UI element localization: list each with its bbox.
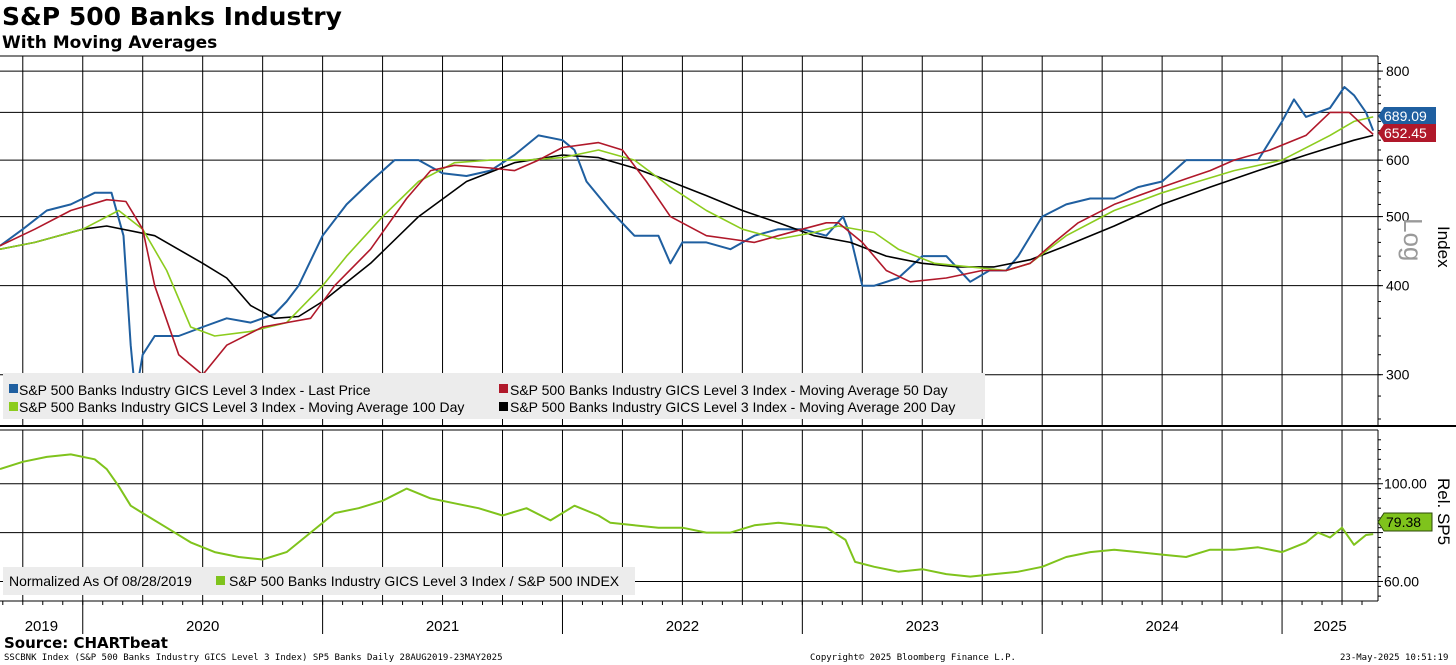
main-panel-grid bbox=[0, 56, 1378, 425]
legend-ma50: S&P 500 Banks Industry GICS Level 3 Inde… bbox=[510, 382, 948, 398]
chart-title: S&P 500 Banks Industry bbox=[2, 2, 342, 31]
legend-swatch-ma100 bbox=[9, 402, 18, 411]
legend-swatch-ma200 bbox=[499, 402, 508, 411]
x-year-label: 2025 bbox=[1313, 618, 1346, 635]
main-legend-box bbox=[3, 373, 985, 419]
x-year-label: 2023 bbox=[906, 618, 939, 635]
ratio-value-label: 79.38 bbox=[1377, 512, 1433, 532]
x-year-label: 2022 bbox=[666, 618, 699, 635]
legend-swatch-ratio bbox=[216, 576, 225, 585]
main-y-ticks: 300 400 500 600 800 bbox=[1378, 62, 1410, 420]
lower-panel-series bbox=[0, 453, 1374, 578]
y-tick-label: 100.00 bbox=[1384, 476, 1427, 492]
series-moving-average-200-day bbox=[0, 134, 1374, 320]
y-tick-label: 600 bbox=[1386, 152, 1410, 168]
y-tick-label: 400 bbox=[1386, 278, 1410, 294]
log-scale-label: Log bbox=[1398, 218, 1428, 261]
x-year-label: 2021 bbox=[426, 618, 459, 635]
series-moving-average-50-day bbox=[0, 111, 1374, 376]
x-year-label: 2024 bbox=[1145, 618, 1178, 635]
footer-timestamp: 23-May-2025 10:51:19 bbox=[1340, 653, 1449, 663]
series-s-p-500-banks-industry-gics-level-3-index-s-p-500-index bbox=[0, 453, 1374, 578]
series-moving-average-100-day bbox=[0, 116, 1374, 337]
x-year-label: 2019 bbox=[25, 618, 58, 635]
y-tick-label: 800 bbox=[1386, 63, 1410, 79]
main-panel-series bbox=[0, 86, 1375, 398]
source-note: Source: CHARTbeat bbox=[4, 634, 168, 652]
lower-y-ticks: 60.00 100.00 bbox=[1378, 439, 1427, 597]
x-axis: 2019 2020 2021 2022 2023 2024 2025 bbox=[2, 601, 1363, 635]
main-y-axis-label: Index bbox=[1434, 226, 1453, 268]
x-year-label: 2020 bbox=[186, 618, 219, 635]
legend-swatch-ma50 bbox=[499, 384, 508, 393]
legend-ma200: S&P 500 Banks Industry GICS Level 3 Inde… bbox=[510, 399, 955, 415]
lower-legend-box bbox=[3, 567, 635, 595]
legend-ma100: S&P 500 Banks Industry GICS Level 3 Inde… bbox=[19, 399, 464, 415]
legend-normalized: Normalized As Of 08/28/2019 bbox=[9, 573, 192, 589]
footer-left: SSCBNK Index (S&P 500 Banks Industry GIC… bbox=[4, 653, 503, 663]
ratio-value: 79.38 bbox=[1386, 514, 1421, 530]
lower-y-axis-label: Rel. SP5 bbox=[1434, 478, 1453, 545]
ma50-value: 652.45 bbox=[1384, 125, 1427, 141]
y-tick-label: 500 bbox=[1386, 209, 1410, 225]
last-price-label: 689.09 bbox=[1378, 107, 1436, 125]
legend-swatch-price bbox=[9, 384, 18, 393]
last-price-value: 689.09 bbox=[1384, 108, 1427, 124]
footer-copyright: Copyright© 2025 Bloomberg Finance L.P. bbox=[810, 653, 1016, 663]
legend-price: S&P 500 Banks Industry GICS Level 3 Inde… bbox=[19, 382, 371, 398]
series-last-price bbox=[0, 86, 1375, 398]
y-tick-label: 60.00 bbox=[1384, 573, 1419, 589]
ma50-value-label: 652.45 bbox=[1378, 124, 1436, 142]
legend-ratio: S&P 500 Banks Industry GICS Level 3 Inde… bbox=[229, 573, 620, 589]
y-tick-label: 300 bbox=[1386, 367, 1410, 383]
chart-subtitle: With Moving Averages bbox=[2, 33, 218, 53]
